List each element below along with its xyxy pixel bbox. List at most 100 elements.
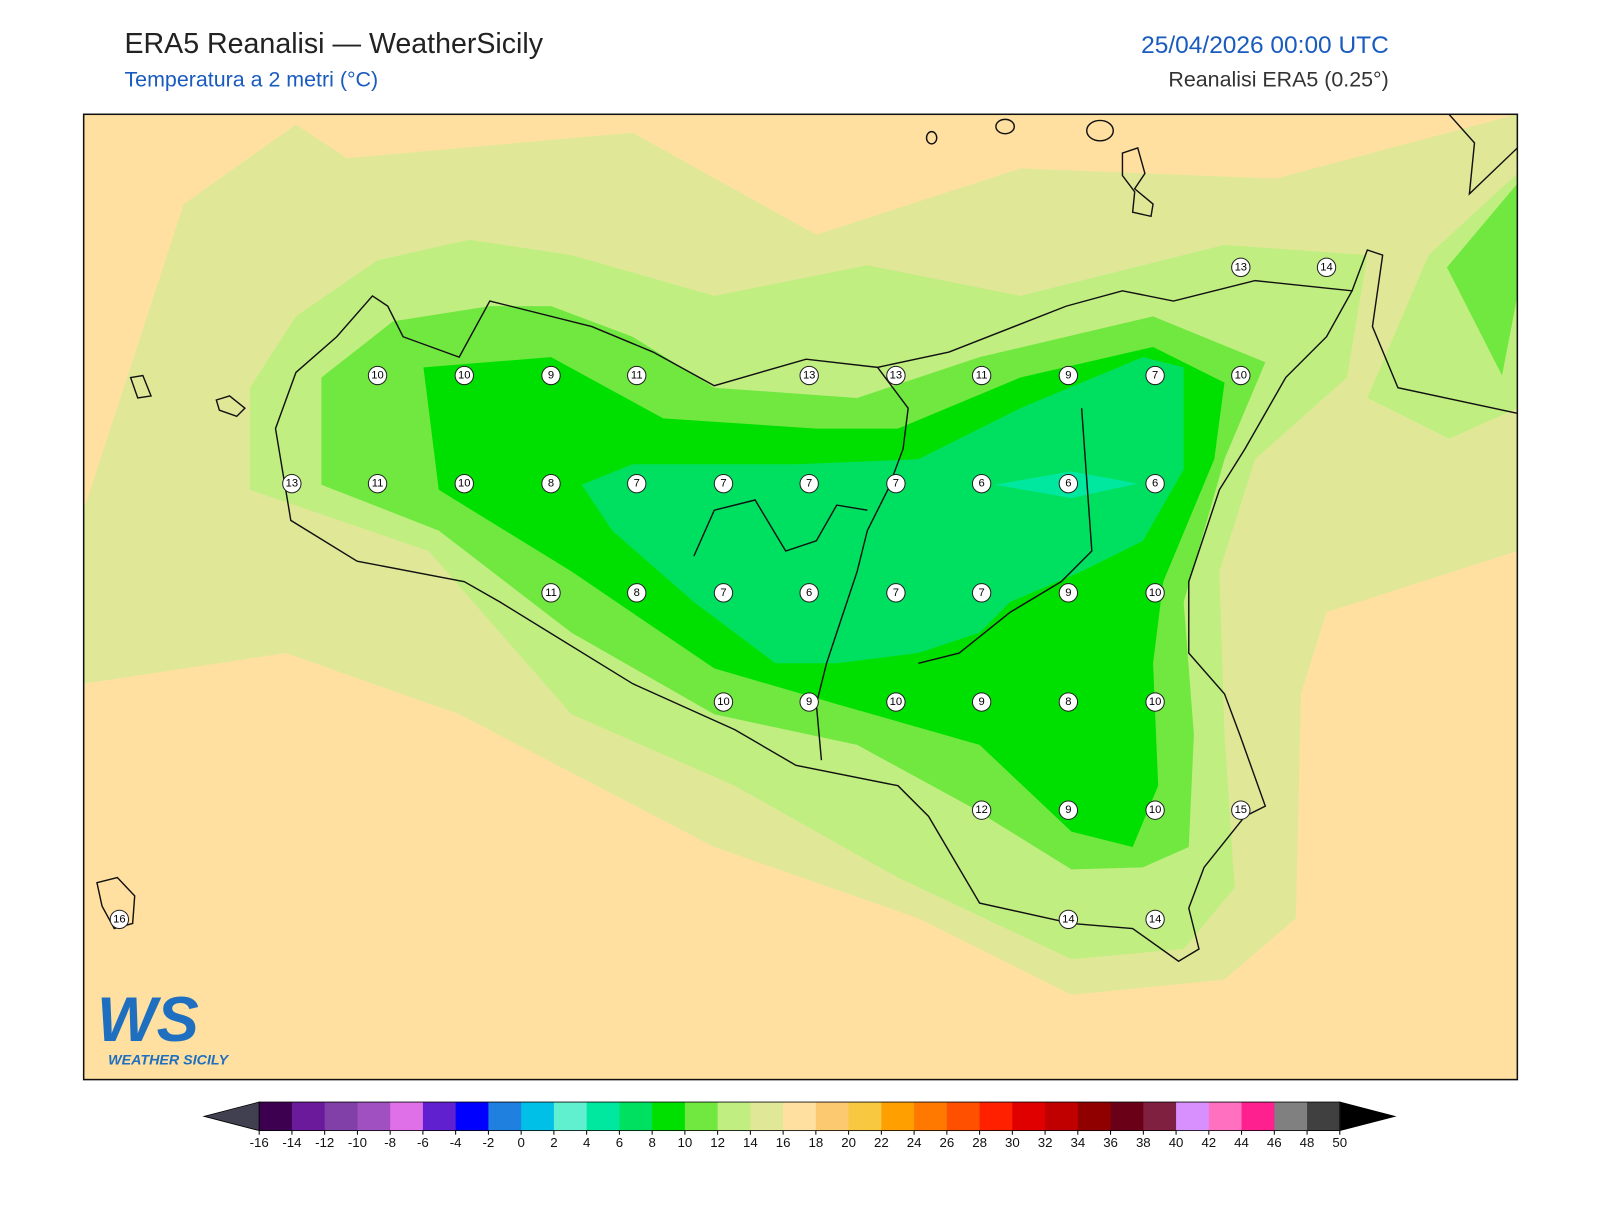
station-value: 7 (720, 478, 726, 490)
colorbar-swatch (652, 1102, 686, 1131)
station-marker (627, 583, 647, 603)
island (925, 130, 938, 145)
station: 8 (541, 473, 561, 494)
source: Reanalisi ERA5 (0.25°) (1168, 68, 1388, 92)
station: 13 (1231, 257, 1251, 278)
colorbar-tick-label: -12 (315, 1135, 334, 1150)
station: 14 (1058, 909, 1079, 930)
station-marker (713, 583, 734, 603)
station: 10 (1145, 583, 1165, 603)
station: 9 (1058, 800, 1079, 820)
colorbar-swatch (586, 1102, 620, 1131)
station-marker (541, 473, 561, 494)
station: 13 (886, 365, 906, 386)
station-value: 7 (893, 478, 899, 490)
station: 7 (886, 473, 906, 494)
station: 6 (1058, 473, 1079, 494)
station: 9 (799, 692, 819, 712)
colorbar-swatch (1307, 1102, 1341, 1131)
station: 7 (713, 473, 734, 494)
colorbar-tick-label: 14 (743, 1135, 758, 1150)
station: 11 (541, 583, 561, 603)
colorbar-tick-label: 16 (776, 1135, 791, 1150)
station-marker (541, 365, 561, 386)
station-value: 13 (803, 370, 815, 382)
calabria-coast (1351, 249, 1518, 414)
station-value: 13 (286, 478, 298, 490)
colorbar-outline (258, 1101, 1341, 1132)
colorbar-tick-label: 20 (841, 1135, 856, 1150)
station-value: 10 (717, 696, 729, 708)
station-value: 13 (1235, 261, 1247, 273)
colorbar-tick-label: -6 (417, 1135, 429, 1150)
station: 10 (454, 473, 474, 494)
station: 11 (971, 365, 992, 386)
station-value: 10 (371, 370, 383, 382)
province-border (918, 408, 1093, 664)
island (129, 374, 153, 399)
sicily-coast (274, 279, 1354, 963)
station-marker (799, 365, 819, 386)
station: 16 (109, 909, 130, 930)
subtitle: Temperatura a 2 metri (°C) (124, 68, 378, 92)
logo-name: WEATHER SICILY (108, 1052, 229, 1068)
title: ERA5 Reanalisi — WeatherSicily (124, 28, 543, 60)
colorbar-swatch (1143, 1102, 1177, 1131)
station-marker (1058, 692, 1079, 712)
station: 9 (1058, 365, 1079, 386)
station-marker (627, 365, 647, 386)
station-marker (971, 473, 992, 494)
colorbar-swatch (717, 1102, 751, 1131)
station-marker (1145, 365, 1165, 386)
station-marker (886, 365, 906, 386)
station-value: 14 (1062, 913, 1074, 925)
station: 12 (971, 800, 992, 820)
station-marker (1145, 909, 1165, 930)
station-marker (1145, 473, 1165, 494)
station-value: 10 (1149, 696, 1161, 708)
station-marker (1058, 583, 1079, 603)
station-marker (541, 583, 561, 603)
station-value: 7 (1152, 370, 1158, 382)
station: 10 (367, 365, 388, 386)
station-marker (971, 800, 992, 820)
colorbar-swatch (815, 1102, 850, 1131)
station-value: 8 (1065, 696, 1071, 708)
province-border (693, 499, 868, 557)
colorbar-tick-label: 46 (1267, 1135, 1282, 1150)
colorbar-swatch (619, 1102, 653, 1131)
colorbar-tick-label: 32 (1038, 1135, 1053, 1150)
colorbar-swatch (1077, 1102, 1112, 1131)
colorbar-tick-label: 36 (1103, 1135, 1118, 1150)
station-value: 7 (634, 478, 640, 490)
station: 15 (1231, 800, 1251, 820)
colorbar-swatch (488, 1102, 522, 1131)
colorbar-tick-label: 24 (907, 1135, 922, 1150)
colorbar-tick-label: 2 (550, 1135, 557, 1150)
contour-band (581, 357, 1184, 664)
station-value: 11 (545, 587, 557, 599)
colorbar-tick-label: 44 (1234, 1135, 1249, 1150)
colorbar-tick-label: -14 (282, 1135, 301, 1150)
colorbar-swatch (553, 1102, 588, 1131)
colorbar-swatch (1274, 1102, 1308, 1131)
colorbar-swatch (979, 1102, 1013, 1131)
station-value: 7 (893, 587, 899, 599)
station-value: 9 (548, 370, 554, 382)
station-value: 12 (975, 804, 987, 816)
station-value: 10 (1149, 587, 1161, 599)
station-marker (367, 473, 388, 494)
station: 9 (971, 692, 992, 712)
station: 8 (1058, 692, 1079, 712)
colorbar-over (1339, 1101, 1397, 1132)
station: 14 (1316, 257, 1337, 278)
station-marker (799, 583, 819, 603)
station-value: 7 (720, 587, 726, 599)
station-value: 6 (979, 478, 985, 490)
colorbar-tick-label: -10 (348, 1135, 367, 1150)
colorbar-tick-label: 22 (874, 1135, 889, 1150)
station-marker (886, 692, 906, 712)
colorbar-swatch (1241, 1102, 1275, 1131)
station: 7 (1145, 365, 1165, 386)
